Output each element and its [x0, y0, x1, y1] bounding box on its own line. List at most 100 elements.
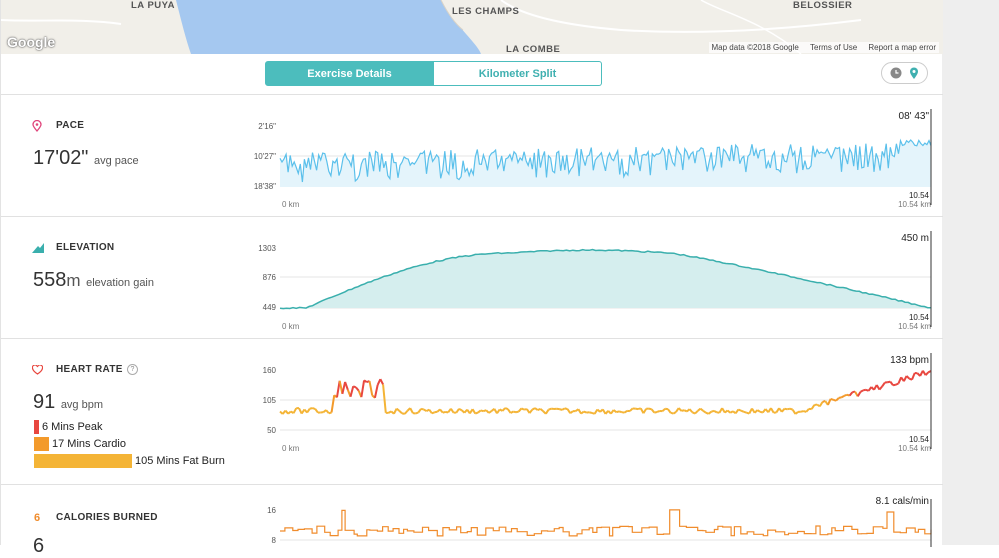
zone-fat-burn: 105 Mins Fat Burn	[34, 454, 225, 468]
hr-segment	[546, 410, 549, 414]
route-map[interactable]: LA PUYA LES CHAMPS LA COMBE BELOSSIER Go…	[1, 0, 943, 54]
hr-segment	[700, 409, 703, 411]
report-map-error-link[interactable]: Report a map error	[868, 43, 936, 52]
hr-segment	[896, 383, 899, 384]
hr-segment	[383, 384, 386, 412]
map-attribution: Map data ©2018 Google Terms of Use Repor…	[709, 42, 939, 53]
hr-segment	[738, 409, 741, 410]
hr-segment	[443, 412, 446, 413]
tab-exercise-details[interactable]: Exercise Details	[265, 61, 434, 86]
clock-icon[interactable]	[890, 67, 902, 79]
terms-of-use-link[interactable]: Terms of Use	[810, 43, 857, 52]
hr-segment	[459, 409, 462, 410]
calories-current-value: 8.1 cals/min	[876, 496, 929, 507]
calories-series-line	[280, 510, 931, 536]
help-icon[interactable]: ?	[127, 364, 138, 375]
elevation-chart[interactable]: 1303 876 449 450 m 10.54 0 km 10.54 km	[246, 227, 936, 335]
hr-x-start: 0 km	[282, 444, 300, 453]
hr-segment	[397, 409, 400, 411]
elevation-y-tick: 449	[263, 303, 277, 312]
hr-segment	[405, 411, 408, 414]
hr-segment	[673, 412, 676, 414]
pace-current-value: 08' 43"	[899, 111, 930, 122]
hr-segment	[418, 409, 421, 413]
hr-segment	[307, 409, 310, 413]
pace-marker-label: 10.54	[909, 191, 930, 200]
hr-segment	[285, 411, 288, 414]
heart-rate-chart[interactable]: 160 105 50 133 bpm 10.54 0 km 10.54 km	[246, 349, 936, 461]
hr-segment	[429, 410, 432, 414]
hr-segment	[513, 412, 516, 413]
hr-segment	[435, 412, 438, 413]
heart-rate-section: HEART RATE ? 91 avg bpm 6 Mins Peak 17 M…	[1, 338, 943, 485]
hr-segment	[801, 411, 804, 412]
hr-segment	[549, 409, 552, 410]
hr-segment	[581, 412, 584, 414]
elevation-y-tick: 1303	[258, 244, 276, 253]
hr-segment	[912, 373, 915, 380]
hr-segment	[416, 413, 419, 414]
calories-chart[interactable]: 16 8 8.1 cals/min	[246, 491, 936, 547]
hr-segment	[616, 411, 619, 412]
hr-segment	[440, 409, 443, 412]
google-logo: Google	[7, 34, 55, 50]
hr-y-tick: 50	[267, 426, 276, 435]
zone-fat-burn-bar	[34, 454, 132, 468]
hr-segment	[380, 379, 383, 384]
hr-segment	[565, 408, 568, 409]
hr-marker-label: 10.54	[909, 435, 930, 444]
hr-segment	[519, 408, 522, 411]
hr-segment	[787, 409, 790, 410]
heart-rate-avg-value: 91	[33, 391, 55, 413]
hr-segment	[785, 409, 788, 410]
hr-segment	[570, 411, 573, 413]
hr-segment	[502, 408, 505, 411]
map-pin-icon[interactable]	[909, 67, 919, 80]
hr-segment	[863, 390, 866, 391]
hr-segment	[310, 408, 313, 409]
calories-title: CALORIES BURNED	[56, 512, 158, 523]
pace-chart[interactable]: 2'16" 10'27" 18'38" 08' 43" 10.54 0 km 1…	[246, 105, 936, 213]
hr-segment	[698, 409, 701, 411]
calories-icon: 6	[34, 512, 40, 524]
view-tabs: Exercise Details Kilometer Split	[265, 61, 602, 86]
calories-value: 6	[33, 535, 44, 558]
hr-segment	[654, 412, 657, 413]
hr-segment	[353, 386, 356, 387]
hr-segment	[288, 411, 291, 413]
map-chart-toggle[interactable]	[881, 62, 928, 84]
map-label: LA COMBE	[506, 44, 560, 54]
hr-segment	[508, 409, 511, 413]
hr-segment	[456, 409, 459, 413]
zone-cardio: 17 Mins Cardio	[34, 437, 126, 451]
hr-segment	[725, 410, 728, 412]
hr-segment	[584, 412, 587, 413]
pace-x-start: 0 km	[282, 200, 300, 209]
elevation-current-value: 450 m	[901, 233, 929, 244]
pace-value: 17'02" avg pace	[33, 147, 139, 170]
hr-segment	[497, 409, 500, 413]
hr-segment	[294, 408, 297, 413]
hr-segment	[782, 409, 785, 412]
hr-segment	[351, 386, 354, 397]
hr-segment	[841, 396, 844, 398]
hr-segment	[356, 387, 359, 390]
heart-icon	[32, 365, 43, 375]
hr-segment	[432, 412, 435, 413]
hr-segment	[473, 409, 476, 413]
hr-current-value: 133 bpm	[890, 355, 929, 366]
tab-kilometer-split[interactable]: Kilometer Split	[434, 61, 602, 86]
pace-y-tick: 2'16"	[258, 122, 276, 131]
hr-segment	[703, 411, 706, 413]
hr-segment	[860, 390, 863, 392]
hr-segment	[741, 411, 744, 412]
map-label: LES CHAMPS	[452, 6, 519, 17]
hr-segment	[505, 408, 508, 409]
pace-avg-value: 17'02"	[33, 147, 88, 169]
zone-peak: 6 Mins Peak	[34, 420, 103, 434]
hr-segment	[695, 411, 698, 414]
hr-segment	[332, 395, 335, 412]
hr-segment	[313, 408, 316, 409]
elevation-x-end: 10.54 km	[898, 322, 931, 331]
hr-segment	[630, 408, 633, 411]
